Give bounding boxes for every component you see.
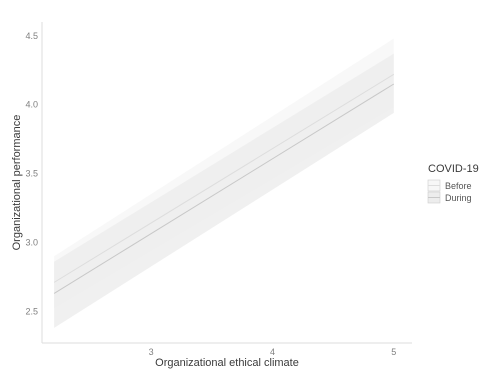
- legend-title: COVID-19: [428, 163, 479, 175]
- legend-item-before: Before: [427, 179, 472, 192]
- regression-lines: [53, 73, 395, 294]
- series-line-during: [53, 83, 395, 294]
- y-tick-label: 2.5: [25, 306, 38, 316]
- legend: COVID-19 Before During: [427, 163, 479, 204]
- legend-label-before: Before: [445, 181, 472, 191]
- x-tick-label: 4: [270, 347, 275, 357]
- x-tick-label: 5: [391, 347, 396, 357]
- y-axis-ticks: 2.5 3.0 3.5 4.0 4.5: [25, 31, 38, 317]
- y-tick-label: 4.0: [25, 100, 38, 110]
- confidence-bands: [54, 38, 394, 328]
- y-axis-title: Organizational performance: [11, 115, 23, 251]
- y-tick-label: 4.5: [25, 31, 38, 41]
- legend-items: Before During: [427, 179, 472, 204]
- x-tick-label: 3: [149, 347, 154, 357]
- plot-area: [41, 22, 412, 344]
- legend-item-during: During: [427, 191, 472, 204]
- x-axis-title: Organizational ethical climate: [155, 357, 299, 369]
- series-line-before: [53, 73, 395, 283]
- confidence-band-during: [54, 53, 394, 328]
- x-axis-ticks: 3 4 5: [149, 347, 397, 357]
- y-tick-label: 3.0: [25, 237, 38, 247]
- legend-label-during: During: [445, 193, 472, 203]
- y-tick-label: 3.5: [25, 169, 38, 179]
